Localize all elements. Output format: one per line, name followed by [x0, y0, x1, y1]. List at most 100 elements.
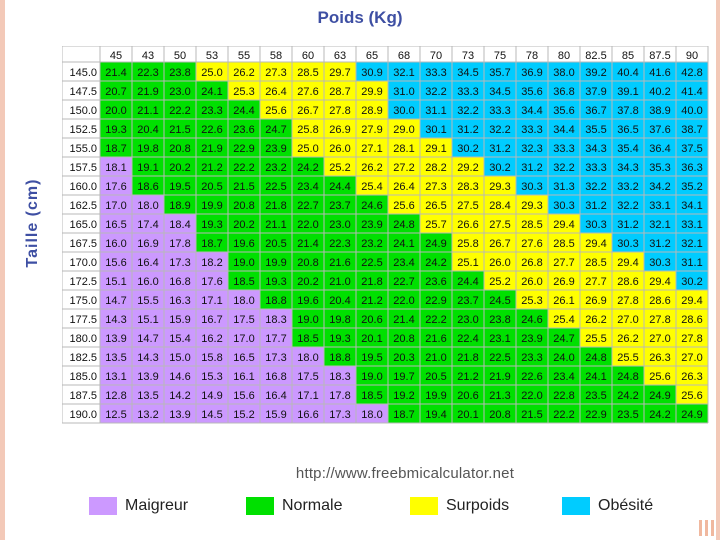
bmi-cell — [260, 347, 292, 366]
bmi-cell-value: 28.4 — [489, 200, 510, 212]
bmi-cell-value: 32.1 — [681, 238, 702, 250]
bmi-cell — [516, 347, 548, 366]
bmi-cell — [292, 385, 324, 404]
bmi-cell-value: 19.4 — [425, 409, 446, 421]
bmi-cell-value: 20.5 — [265, 238, 286, 250]
bmi-cell-value: 16.4 — [265, 390, 286, 402]
bmi-cell-value: 20.5 — [201, 181, 222, 193]
bmi-cell-value: 23.8 — [169, 67, 190, 79]
bmi-cell-value: 19.2 — [393, 390, 414, 402]
bmi-cell-value: 18.9 — [169, 200, 190, 212]
bmi-cell-value: 13.1 — [105, 371, 126, 383]
bmi-cell-value: 14.7 — [105, 295, 126, 307]
bmi-cell — [388, 347, 420, 366]
bmi-cell — [516, 290, 548, 309]
bmi-cell — [580, 119, 612, 138]
bmi-cell-value: 27.3 — [265, 67, 286, 79]
column-header: 45 — [110, 50, 122, 62]
bmi-cell-value: 24.6 — [521, 314, 542, 326]
bmi-cell-value: 34.4 — [553, 124, 574, 136]
bmi-cell-value: 14.6 — [169, 371, 190, 383]
bmi-cell — [548, 252, 580, 271]
bmi-cell — [388, 62, 420, 81]
bmi-cell-value: 22.7 — [393, 276, 414, 288]
bmi-cell — [516, 62, 548, 81]
bmi-cell-value: 19.5 — [169, 181, 190, 193]
bmi-cell — [228, 252, 260, 271]
bmi-cell-value: 26.3 — [649, 352, 670, 364]
bmi-cell — [420, 347, 452, 366]
bmi-cell-value: 17.1 — [201, 295, 222, 307]
bmi-cell — [452, 233, 484, 252]
bmi-cell — [548, 366, 580, 385]
bmi-cell-value: 22.2 — [553, 409, 574, 421]
bmi-cell-value: 27.7 — [553, 257, 574, 269]
bmi-cell — [388, 404, 420, 423]
bmi-cell-value: 30.3 — [585, 219, 606, 231]
column-header: 82.5 — [585, 50, 606, 62]
bmi-cell — [516, 271, 548, 290]
bmi-cell — [676, 404, 708, 423]
bmi-cell-value: 23.3 — [521, 352, 542, 364]
bmi-cell-value: 17.0 — [105, 200, 126, 212]
bmi-cell — [420, 309, 452, 328]
bmi-cell — [100, 385, 132, 404]
bmi-cell — [548, 195, 580, 214]
bmi-cell-value: 20.8 — [169, 143, 190, 155]
bmi-cell-value: 19.6 — [233, 238, 254, 250]
bmi-cell-value: 32.3 — [521, 143, 542, 155]
column-header: 63 — [334, 50, 346, 62]
row-header: 150.0 — [69, 105, 97, 117]
bmi-cell-value: 34.4 — [521, 105, 542, 117]
bmi-cell — [644, 81, 676, 100]
bmi-cell — [548, 214, 580, 233]
bmi-cell — [196, 157, 228, 176]
column-header: 75 — [494, 50, 506, 62]
bmi-cell-value: 18.7 — [201, 238, 222, 250]
bmi-cell — [388, 385, 420, 404]
bmi-cell-value: 24.1 — [393, 238, 414, 250]
bmi-cell-value: 16.8 — [169, 276, 190, 288]
bmi-cell — [676, 119, 708, 138]
bmi-cell — [260, 404, 292, 423]
bmi-cell-value: 18.0 — [297, 352, 318, 364]
bmi-cell — [612, 404, 644, 423]
bmi-cell — [580, 233, 612, 252]
bmi-cell-value: 24.8 — [585, 352, 606, 364]
bmi-cell-value: 14.7 — [137, 333, 158, 345]
bmi-cell — [356, 81, 388, 100]
bmi-cell — [356, 176, 388, 195]
bmi-cell — [420, 385, 452, 404]
bmi-cell — [132, 62, 164, 81]
bmi-cell-value: 13.9 — [169, 409, 190, 421]
bmi-cell — [644, 347, 676, 366]
bmi-cell — [516, 81, 548, 100]
bmi-cell-value: 38.0 — [553, 67, 574, 79]
bmi-cell — [484, 233, 516, 252]
bmi-cell — [548, 81, 580, 100]
bmi-cell-value: 32.1 — [393, 67, 414, 79]
bmi-cell-value: 23.5 — [617, 409, 638, 421]
bmi-cell — [260, 290, 292, 309]
column-header: 53 — [206, 50, 218, 62]
bmi-cell — [644, 119, 676, 138]
bmi-cell — [580, 214, 612, 233]
column-header: 73 — [462, 50, 474, 62]
bmi-cell-value: 37.6 — [649, 124, 670, 136]
bmi-cell — [420, 62, 452, 81]
bmi-cell — [548, 290, 580, 309]
bmi-cell-value: 28.3 — [457, 181, 478, 193]
bmi-cell-value: 23.5 — [585, 390, 606, 402]
bmi-cell-value: 30.3 — [617, 238, 638, 250]
bmi-cell-value: 33.3 — [489, 105, 510, 117]
bmi-cell — [132, 119, 164, 138]
bmi-cell-value: 17.7 — [265, 333, 286, 345]
bmi-cell-value: 29.3 — [521, 200, 542, 212]
bmi-cell-value: 20.3 — [393, 352, 414, 364]
row-header: 177.5 — [69, 314, 97, 326]
bmi-cell-value: 21.6 — [329, 257, 350, 269]
bmi-cell-value: 31.2 — [521, 162, 542, 174]
bmi-cell-value: 39.2 — [585, 67, 606, 79]
bmi-cell-value: 26.5 — [425, 200, 446, 212]
bmi-cell — [292, 366, 324, 385]
